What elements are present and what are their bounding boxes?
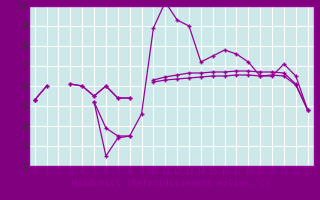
X-axis label: Windchill (Refroidissement éolien,°C): Windchill (Refroidissement éolien,°C) [72,179,271,188]
